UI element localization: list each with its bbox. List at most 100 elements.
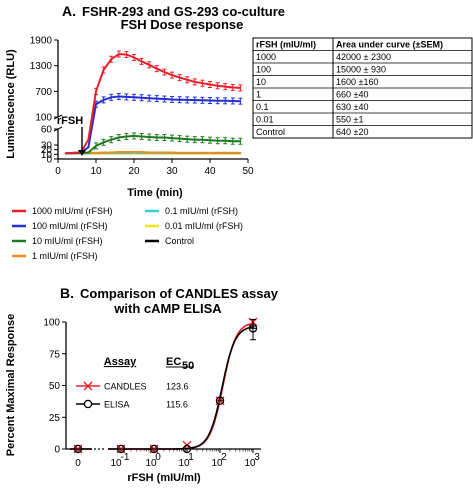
series-line-2 — [65, 134, 241, 155]
series-point — [231, 100, 234, 102]
auc-table-cell: 660 ±40 — [336, 90, 368, 100]
series-point — [125, 95, 128, 98]
series-line-0 — [65, 53, 241, 155]
series-point — [216, 152, 219, 154]
panel-a-y-tick-label: 10 — [41, 150, 53, 161]
panel-b-x-tick-label: 10 — [211, 458, 223, 469]
series-point — [125, 151, 128, 153]
auc-table-cell: 630 ±40 — [336, 102, 368, 112]
series-point — [209, 83, 211, 86]
panel-b-x-tick-exponent: 3 — [254, 452, 260, 463]
series-point — [163, 98, 166, 100]
auc-table-cell: Control — [256, 127, 285, 137]
panel-a-y-tick-label: 0 — [46, 155, 52, 166]
series-point — [102, 69, 105, 71]
series-point — [201, 99, 204, 102]
series-point — [163, 71, 166, 73]
series-point — [110, 138, 113, 141]
legend-ec50-elisa: 115.6 — [166, 400, 188, 410]
series-point — [87, 146, 90, 149]
series-point — [178, 98, 181, 101]
series-point — [178, 152, 181, 154]
panel-b-letter: B. — [60, 285, 74, 301]
series-point — [163, 136, 166, 139]
auc-table-cell: 0.01 — [256, 115, 274, 125]
panel-a-y-tick-label: 1900 — [30, 36, 53, 47]
series-line-1 — [65, 95, 241, 155]
series-point — [140, 96, 143, 99]
series-point — [231, 140, 234, 143]
panel-a-y-tick-label: 30 — [41, 141, 53, 152]
series-point — [72, 152, 75, 154]
series-point — [155, 151, 158, 154]
series-point — [216, 139, 219, 142]
panel-a-title-line1: FSHR-293 and GS-293 co-culture — [82, 4, 285, 19]
series-point — [201, 152, 204, 154]
panel-a-x-axis-label: Time (min) — [127, 187, 183, 199]
series-point — [209, 152, 211, 154]
series-point — [239, 87, 242, 89]
legend-label-0: 1000 mIU/ml (rFSH) — [32, 206, 113, 216]
panel-a-y-tick-label: 20 — [41, 145, 53, 156]
series-point — [224, 139, 227, 142]
legend-label-6: Control — [165, 236, 194, 246]
auc-table-cell: 550 ±1 — [336, 115, 363, 125]
panel-b-y-axis-label: Percent Maximal Response — [5, 314, 17, 456]
panel-a-x-tick-label: 0 — [55, 166, 61, 177]
legend-header-assay: Assay — [104, 356, 137, 368]
panel-b-x-axis-label: rFSH (mIU/ml) — [127, 472, 201, 484]
series-point — [155, 136, 158, 139]
panel-a: A. FSHR-293 and GS-293 co-culture FSH Do… — [5, 3, 473, 199]
panel-a-y-tick-label: 700 — [35, 87, 52, 98]
series-point — [117, 136, 120, 139]
legend-label-3: 1 mIU/ml (rFSH) — [32, 251, 98, 261]
legend-label-elisa: ELISA — [104, 400, 130, 410]
series-point — [209, 99, 211, 102]
panel-a-title-line2: FSH Dose response — [121, 17, 244, 32]
panel-b: B. Comparison of CANDLES assay with cAMP… — [5, 285, 279, 484]
series-point — [239, 140, 242, 143]
panel-a-x-tick-label: 20 — [128, 166, 140, 177]
series-point — [186, 138, 189, 141]
panel-b-y-tick-label: 25 — [49, 413, 61, 424]
legend-header-ec-subscript: 50 — [182, 360, 194, 372]
series-point — [64, 152, 67, 155]
panel-b-x-tick-label: 10 — [110, 458, 122, 469]
legend-label-candles: CANDLES — [104, 382, 147, 392]
series-point — [117, 53, 120, 56]
series-point — [87, 151, 90, 154]
series-point — [209, 139, 211, 142]
series-point — [87, 138, 90, 141]
panel-b-y-tick-label: 100 — [43, 318, 60, 329]
series-point — [117, 151, 120, 153]
series-point — [201, 82, 204, 85]
auc-table-cell: 1 — [256, 90, 261, 100]
series-point — [193, 138, 196, 141]
series-point — [110, 96, 113, 99]
series-point — [133, 96, 135, 99]
panel-b-legend: Assay EC 50 CANDLES 123.6 ELISA 115.6 — [76, 356, 194, 410]
series-point — [193, 152, 196, 154]
panel-b-x-tick-label: 10 — [145, 458, 157, 469]
panel-a-x-tick-label: 10 — [90, 166, 102, 177]
series-point — [224, 85, 227, 88]
series-point — [231, 152, 234, 154]
series-point — [231, 86, 234, 89]
series-point — [125, 53, 128, 56]
auc-table-cell: 100 — [256, 65, 271, 75]
panel-a-x-tick-label: 30 — [166, 166, 178, 177]
auc-table-cell: 10 — [256, 77, 266, 87]
legend-label-4: 0.1 mIU/ml (rFSH) — [165, 206, 238, 216]
panel-b-y-tick-label: 75 — [49, 349, 61, 360]
panel-b-x-tick-exponent: 0 — [155, 452, 161, 463]
legend-label-1: 100 mIU/ml (rFSH) — [32, 221, 108, 231]
series-point — [216, 84, 219, 87]
auc-table-cell: 0.1 — [256, 102, 269, 112]
auc-table-cell: 1600 ±160 — [336, 77, 378, 87]
panel-a-y-tick-label: 100 — [35, 113, 52, 124]
series-point — [133, 151, 135, 153]
panel-b-x-tick-label: 10 — [178, 458, 190, 469]
series-point — [148, 151, 151, 154]
